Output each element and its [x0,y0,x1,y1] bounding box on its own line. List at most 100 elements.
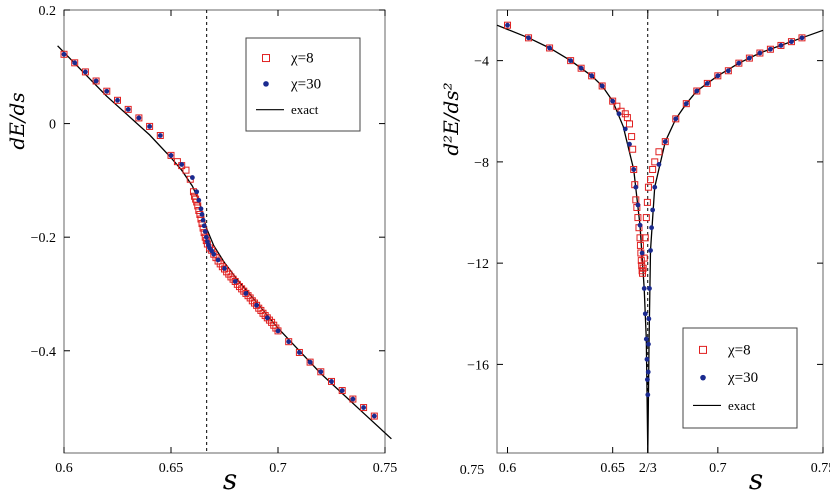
right-chi30-point [646,341,651,347]
right-x-axis-label: s [749,463,763,496]
right-chi30-point [646,316,652,322]
right-chi30-point [645,392,651,398]
left-chi8-point [114,96,121,104]
right-chi30-point [637,222,643,228]
right-chi30-point [656,162,662,167]
left-chi30-point [232,279,238,284]
right-y-tick-label: −4 [474,55,489,70]
left-legend-exact-label: exact [291,102,319,117]
right-chi30-point [622,126,628,132]
left-chi30-point [168,152,174,158]
left-chi8-point [71,59,79,67]
left-chi8-point [306,358,314,366]
right-chi8-point [504,21,512,29]
left-chi8-point [146,122,154,130]
left-chi30-point [275,328,281,334]
right-chi30-point [778,43,784,48]
right-chi8-point [798,34,806,42]
left-chi8-point [81,68,89,76]
left-chi30-point [215,257,221,263]
left-chi8-point [182,166,190,174]
left-chi30-point [350,396,356,402]
right-chi8-point [693,87,701,95]
left-y-tick-label: −0.2 [31,231,56,246]
left-chi30-point [125,106,131,112]
left-chi30-point [201,223,207,229]
right-legend-chi8-label: χ=8 [727,342,751,358]
left-chi30-point [264,315,270,321]
left-chi8-point [317,368,325,376]
right-chi8-point [639,269,647,277]
right-chi8-point [777,41,785,49]
right-chi8-point [651,158,659,166]
left-chi30-point [243,291,249,296]
right-chi30-point [683,101,689,107]
right-chi30-point [642,311,648,317]
left-chi30-point [254,302,259,308]
left-chi30-point [83,69,88,75]
left-chi30-point [104,88,110,94]
left-y-tick-label: 0.2 [39,4,57,19]
left-chi30-point [329,379,334,384]
right-chi8-point [621,110,629,118]
left-chi30-point [136,115,142,121]
right-x-tick-label: 0.6 [499,461,517,476]
right-chi30-point [547,45,552,51]
left-data-marks [60,50,378,420]
right-chi30-point [725,68,731,74]
right-y-tick-label: −16 [467,358,489,373]
right-y-tick-label: −8 [474,156,489,171]
right-panel: 0.6 0.65 2/3 0.7 0.75 −4 −8 −12 −16 s d²E/ds² χ=… [439,9,830,496]
right-x-tick-label: 0.65 [600,461,625,476]
left-chi30-point [198,206,204,212]
right-chi30-point [648,248,653,253]
left-chi8-point [103,87,111,95]
right-chi30-point [746,55,752,61]
right-chi8-point [682,100,690,108]
right-chi30-point [568,58,574,64]
right-chi30-point [649,225,654,231]
right-chi8-point [632,196,640,204]
right-chi8-point [766,45,774,53]
right-chi8-point [714,72,722,80]
left-chi8-point [285,338,293,346]
right-legend: χ=8 χ=30 exact [682,327,798,429]
right-chi30-point [757,50,763,56]
right-chi8-point [787,38,795,46]
left-chi8-point [370,412,378,420]
left-chi8-point [135,114,143,122]
left-chi30-point [202,229,208,234]
left-chi8-point [328,377,335,385]
left-legend-chi30-symbol [263,81,269,87]
right-chi30-point [578,65,584,71]
right-chi8-point [745,54,753,62]
right-chi8-point [724,67,732,75]
right-chi30-point [643,336,649,342]
left-chi30-point [93,78,99,84]
right-chi8-point [655,148,663,156]
right-chi8-point [588,72,596,80]
left-y-tick-label: 0 [49,118,56,133]
left-chi8-point [235,283,243,291]
left-chi30-point [222,266,227,271]
left-chi30-point [61,51,67,57]
left-chi8-point [156,132,164,140]
right-chi8-point [628,133,636,141]
right-chi30-point [505,22,510,28]
left-chi30-point [307,359,313,365]
left-chi30-point [190,175,195,180]
left-chi8-point [173,158,181,166]
left-legend: χ=8 χ=30 exact [245,37,361,132]
left-y-tick-label: −0.4 [31,345,56,360]
right-chi30-point [645,369,651,375]
right-chi8-point [647,176,655,184]
right-chi8-point [703,79,711,87]
right-chi8-point [546,44,554,52]
right-chi8-point [626,120,634,128]
right-chi8-point [672,115,680,123]
left-chi8-point [167,151,175,159]
left-chi8-point [227,273,235,281]
left-chi30-point [371,413,377,419]
right-plot-frame [496,9,824,454]
left-x-tick-label: 0.6 [55,461,73,476]
